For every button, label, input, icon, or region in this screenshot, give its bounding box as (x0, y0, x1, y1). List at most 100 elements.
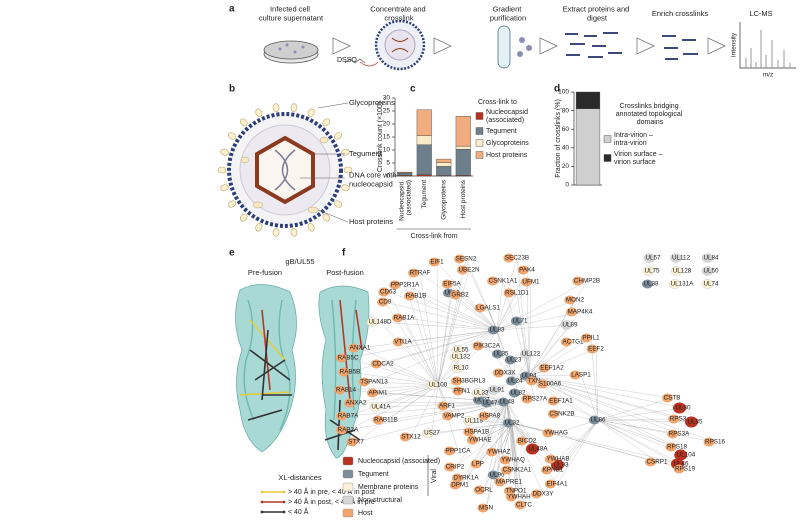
network-node: CDCA2 (370, 359, 394, 369)
node-shape (451, 363, 464, 373)
network-node: PIK3C2A (472, 341, 501, 351)
network-node: TXN (526, 376, 541, 386)
node-shape (487, 385, 500, 395)
legend-label: Intra-virion – intra-virion (614, 132, 655, 147)
node-label: S100A6 (539, 381, 562, 388)
node-shape (497, 397, 509, 407)
text-line: purification (490, 13, 526, 22)
y-tick-label: 5 (386, 160, 390, 167)
node-label: UL104 (677, 452, 696, 459)
edge (345, 384, 439, 391)
edge (496, 401, 508, 476)
node-label: EEF1A1 (549, 398, 573, 405)
edge (355, 384, 439, 404)
network-node: RAB1B (404, 291, 426, 301)
node-label: CRIP2 (446, 464, 465, 471)
network-node: YWHAG (542, 428, 568, 438)
network-node: KPNB1 (541, 465, 564, 475)
node-label: EIF1 (430, 259, 444, 266)
edge (382, 363, 439, 386)
spike (239, 118, 248, 127)
edge (528, 375, 680, 435)
crosslink (261, 329, 269, 401)
edge (498, 401, 508, 453)
node-label: RPS19 (675, 466, 695, 473)
network-node: CLTC (514, 500, 532, 510)
network-node: UL128 (671, 266, 692, 276)
network-node: YWHAZ (486, 447, 511, 457)
legend-swatch (475, 139, 484, 147)
node-label: EIF4A1 (547, 481, 568, 488)
node-shape (673, 464, 685, 474)
group-label: Viral (431, 469, 438, 483)
node-label: ARF1 (439, 403, 456, 410)
edge (496, 311, 581, 331)
node-label: YWHAB (546, 456, 569, 463)
node-label: DDX3Y (533, 491, 555, 498)
node-shape (427, 380, 439, 390)
network-node: VAMP2 (442, 411, 465, 421)
node-label: UL80 (675, 405, 691, 412)
node-label: UL71 (512, 318, 528, 325)
node-shape (561, 337, 572, 347)
panel-letter: a (229, 4, 235, 15)
y-tick-label: 40 (562, 145, 570, 152)
node-shape (701, 266, 714, 276)
network-node: UL89 (560, 320, 578, 330)
network-node: RPS16 (703, 437, 725, 447)
edge (359, 329, 498, 349)
node-label: UL24 (507, 378, 523, 385)
edge (597, 419, 686, 470)
network-node: RAB1A (392, 313, 415, 323)
node-shape (399, 432, 411, 442)
spike (322, 118, 331, 127)
network-node: RAB7A (336, 411, 359, 421)
crosslink (339, 299, 351, 401)
node-label: UL74 (703, 281, 719, 288)
protein-title: gB/UL55 (285, 257, 314, 266)
node-label: UFM1 (522, 279, 540, 286)
spike (272, 103, 280, 112)
edge (486, 345, 516, 382)
node-shape (377, 297, 389, 307)
legend-label: Tegument (358, 471, 389, 478)
node-label: RPS3A (669, 431, 690, 438)
node-label: RAB14 (336, 387, 356, 394)
crosslink (324, 429, 356, 441)
node-shape (336, 411, 348, 421)
node-shape (541, 465, 553, 475)
edge (483, 401, 508, 491)
node-label: UL93 (553, 462, 569, 469)
network-nodes: UL80UL85UL104UL46UL48AUL93UL38UL69UL83UL… (334, 253, 725, 513)
x-tick-label: Nucleocapsid (associated) (398, 180, 412, 221)
edge (511, 422, 682, 465)
network-node: ANXA1 (348, 343, 371, 353)
edge (496, 324, 571, 331)
node-label: CSRP1 (647, 459, 668, 466)
edge (528, 375, 679, 420)
node-label: UL75 (644, 268, 660, 275)
edge (410, 384, 439, 438)
network-node: CD9 (377, 297, 392, 307)
node-label: RAB7A (338, 413, 359, 420)
node-label: DPM1 (451, 482, 469, 489)
network-node: RPS27A (521, 394, 548, 404)
node-shape (588, 415, 600, 425)
network-node: PFN1 (452, 386, 471, 396)
axis-label: m/z (763, 72, 773, 79)
node-shape (542, 428, 554, 438)
edge (437, 269, 470, 386)
network-node: SESN2 (454, 254, 477, 264)
node-label: UL41A (371, 404, 391, 411)
node-label: UL91 (489, 387, 505, 394)
edge (597, 397, 673, 421)
state-label: Pre-fusion (248, 268, 282, 277)
edge (387, 291, 439, 386)
network-node: UL47 (480, 398, 498, 408)
node-shape (671, 266, 683, 276)
bar-segment (397, 171, 413, 174)
network-node: UL38 (641, 279, 659, 289)
edge (419, 272, 439, 386)
node-label: RAB2A (338, 427, 359, 434)
node-shape (508, 388, 520, 398)
